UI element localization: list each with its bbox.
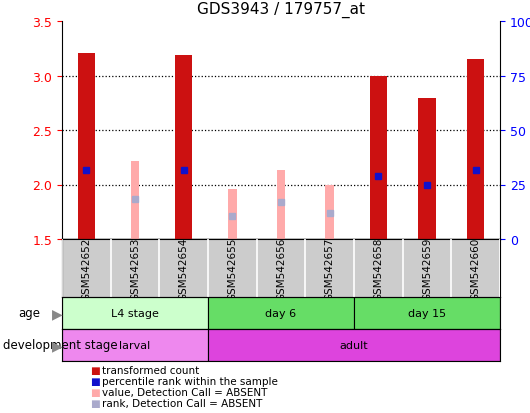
Text: ■: ■	[90, 365, 100, 375]
Text: ▶: ▶	[52, 306, 63, 320]
Text: GSM542657: GSM542657	[325, 237, 334, 300]
Bar	[175, 56, 192, 240]
Text: age: age	[19, 307, 41, 320]
Bar	[370, 76, 387, 240]
Text: rank, Detection Call = ABSENT: rank, Detection Call = ABSENT	[102, 398, 262, 408]
Text: GSM542653: GSM542653	[130, 237, 140, 300]
Text: GSM542652: GSM542652	[81, 237, 91, 300]
Text: GSM542654: GSM542654	[179, 237, 189, 300]
Text: ■: ■	[90, 376, 100, 386]
Text: value, Detection Call = ABSENT: value, Detection Call = ABSENT	[102, 387, 267, 397]
Bar	[62, 329, 208, 361]
Text: ■: ■	[90, 398, 100, 408]
Text: development stage: development stage	[3, 339, 117, 351]
Text: GSM542655: GSM542655	[227, 237, 237, 300]
Text: transformed count: transformed count	[102, 365, 199, 375]
Text: GSM542658: GSM542658	[373, 237, 383, 300]
Bar	[208, 297, 354, 329]
Text: ▶: ▶	[52, 338, 63, 352]
Bar	[130, 161, 139, 240]
Text: GSM542660: GSM542660	[471, 237, 481, 300]
Bar	[467, 60, 484, 240]
Bar	[419, 99, 436, 240]
Bar	[62, 297, 208, 329]
Text: day 6: day 6	[266, 308, 297, 318]
Title: GDS3943 / 179757_at: GDS3943 / 179757_at	[197, 2, 365, 18]
Bar	[277, 171, 285, 240]
Text: adult: adult	[340, 340, 368, 350]
Bar	[228, 190, 237, 240]
Bar	[208, 329, 500, 361]
Text: GSM542656: GSM542656	[276, 237, 286, 300]
Text: L4 stage: L4 stage	[111, 308, 159, 318]
Bar	[78, 53, 95, 240]
Text: percentile rank within the sample: percentile rank within the sample	[102, 376, 278, 386]
Text: GSM542659: GSM542659	[422, 237, 432, 300]
Bar	[354, 297, 500, 329]
Text: ■: ■	[90, 387, 100, 397]
Text: day 15: day 15	[408, 308, 446, 318]
Bar	[325, 185, 334, 240]
Text: larval: larval	[119, 340, 151, 350]
